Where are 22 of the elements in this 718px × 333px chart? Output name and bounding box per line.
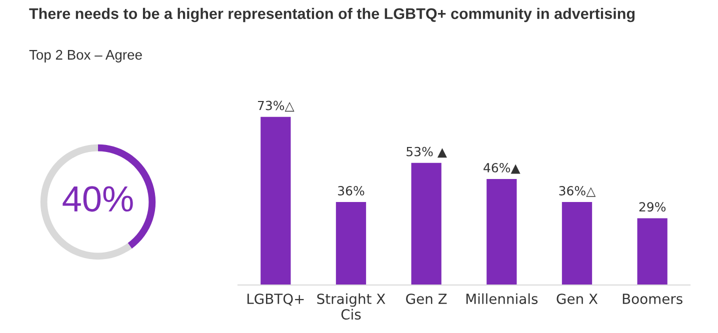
data-label: 73%△ [258, 100, 294, 112]
data-label: 46%▲ [484, 162, 520, 174]
data-label: 36%△ [559, 186, 596, 197]
x-tick-label: Millennials [466, 293, 538, 304]
data-label: 53% ▲ [406, 146, 447, 158]
data-label: 40% [62, 186, 133, 212]
x-tick-label: Gen X [556, 294, 598, 304]
bar [336, 202, 366, 285]
bar [260, 116, 291, 285]
x-tick-label: Boomers [622, 294, 682, 304]
chart-subtitle: Top 2 Box – Agree [29, 50, 142, 62]
data-label: 36% [338, 186, 364, 196]
x-tick-label: Straight X Cis [317, 293, 386, 320]
text: There needs to be a higher representation of the LGBTQ+ community in advertising [29, 8, 635, 22]
x-tick-label: LGBTQ+ [247, 294, 304, 306]
bar [562, 202, 592, 285]
bar [411, 162, 442, 285]
donut-slice [40, 144, 132, 260]
data-label: 29% [639, 202, 666, 212]
bar [486, 179, 517, 285]
bar [637, 218, 668, 285]
x-tick-label: Gen Z [406, 294, 447, 304]
